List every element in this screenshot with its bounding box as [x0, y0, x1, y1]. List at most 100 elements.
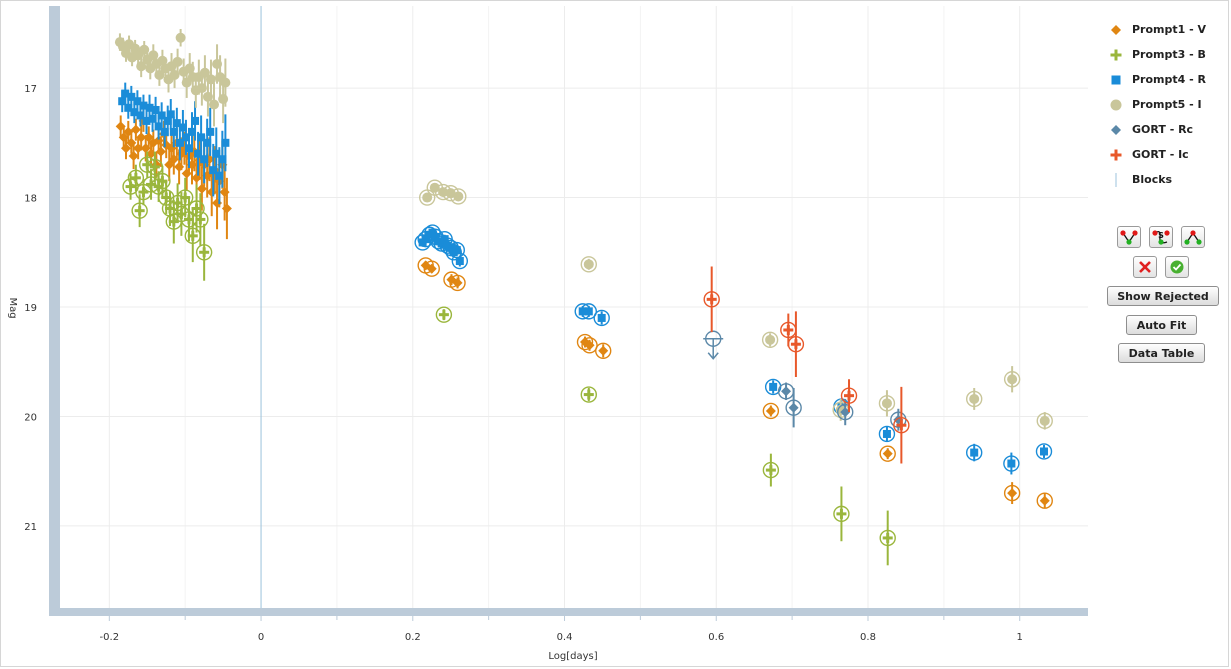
red-x-icon[interactable]	[1133, 256, 1157, 278]
data-marker	[221, 138, 230, 147]
data-marker	[139, 101, 148, 110]
point-ring	[1035, 443, 1053, 460]
point-ring	[878, 395, 896, 412]
data-point	[143, 126, 154, 149]
data-marker	[598, 345, 609, 356]
data-point	[136, 55, 147, 78]
data-marker	[187, 234, 198, 238]
data-point	[176, 177, 194, 218]
series-prompt3-b	[122, 151, 896, 566]
data-marker	[157, 179, 168, 183]
data-marker	[583, 393, 594, 397]
data-marker	[426, 263, 437, 274]
legend-item-blocks[interactable]: Blocks	[1104, 168, 1224, 193]
data-marker	[969, 393, 980, 404]
data-marker	[844, 394, 855, 398]
data-point	[703, 266, 720, 333]
data-point	[580, 303, 597, 320]
legend-item-prompt1-v[interactable]: Prompt1 - V	[1104, 18, 1224, 43]
data-point	[787, 311, 805, 378]
upper-limit	[703, 330, 724, 360]
series-prompt5-i	[114, 28, 1053, 430]
point-ring	[580, 386, 597, 403]
data-marker	[169, 127, 178, 136]
legend-item-gort-ic[interactable]: GORT - Ic	[1104, 143, 1224, 168]
data-marker	[154, 122, 163, 131]
data-marker	[765, 405, 776, 416]
legend-item-prompt5-i[interactable]: Prompt5 - I	[1104, 93, 1224, 118]
legend-label: Prompt3 - B	[1132, 48, 1206, 61]
data-point	[879, 445, 896, 462]
data-point	[175, 28, 186, 47]
limit-arrow	[707, 352, 719, 360]
point-ring	[879, 529, 896, 547]
data-point	[209, 82, 220, 127]
point-ring	[435, 306, 453, 323]
point-ring	[833, 505, 850, 523]
plus-icon	[1110, 149, 1122, 161]
data-point	[192, 193, 209, 246]
green-check-icon[interactable]	[1165, 256, 1189, 278]
point-ring	[176, 189, 194, 206]
data-point	[762, 402, 780, 420]
data-marker	[157, 111, 166, 120]
show-rejected-button[interactable]: Show Rejected	[1107, 286, 1219, 306]
data-point	[199, 55, 210, 91]
data-point	[435, 306, 453, 323]
data-marker	[154, 69, 165, 80]
data-point	[127, 85, 136, 108]
data-marker	[429, 182, 440, 193]
data-marker	[706, 297, 717, 301]
data-point	[840, 379, 858, 413]
data-marker	[138, 190, 149, 194]
y-tick-label: 21	[24, 522, 37, 533]
data-point	[777, 382, 795, 401]
y-axis-label: Mag	[7, 297, 18, 318]
svg-text:S: S	[1158, 231, 1164, 240]
data-marker	[840, 407, 851, 418]
data-marker	[130, 176, 141, 180]
point-ring	[1003, 484, 1021, 502]
data-marker	[882, 448, 893, 459]
data-marker	[183, 217, 194, 221]
data-marker	[421, 235, 430, 244]
axes	[49, 6, 1088, 616]
data-point	[893, 386, 910, 464]
auto-fit-button[interactable]: Auto Fit	[1126, 315, 1197, 335]
data-marker	[422, 192, 433, 203]
point-ring	[1003, 455, 1020, 472]
legend-item-prompt4-r[interactable]: Prompt4 - R	[1104, 68, 1224, 93]
legend-item-prompt3-b[interactable]: Prompt3 - B	[1104, 43, 1224, 68]
legend-item-gort-rc[interactable]: GORT - Rc	[1104, 118, 1224, 143]
point-ring	[1036, 492, 1053, 509]
data-point	[965, 387, 983, 410]
point-ring	[580, 303, 597, 320]
rise-decay-icon[interactable]	[1181, 226, 1205, 248]
data-marker	[446, 243, 455, 252]
point-ring	[879, 445, 896, 462]
x-tick-label: 0.8	[860, 632, 876, 643]
point-ring	[893, 417, 910, 434]
x-tick-label: 0.2	[405, 632, 421, 643]
data-marker	[175, 138, 184, 147]
point-ring	[439, 237, 456, 254]
point-ring	[127, 169, 145, 187]
data-marker	[199, 67, 210, 78]
data-marker	[452, 246, 461, 255]
data-marker	[180, 196, 191, 200]
smoothly-broken-icon[interactable]: S	[1149, 226, 1173, 248]
data-marker	[452, 277, 463, 288]
data-marker	[124, 103, 133, 112]
data-marker	[215, 171, 224, 180]
data-table-button[interactable]: Data Table	[1118, 343, 1205, 363]
data-marker	[136, 61, 147, 72]
data-point	[205, 59, 216, 100]
legend-label: GORT - Rc	[1132, 123, 1194, 136]
data-point	[580, 256, 597, 273]
data-marker	[130, 124, 141, 135]
data-marker	[155, 146, 166, 157]
data-marker	[172, 201, 183, 205]
x-tick-label: 0.4	[557, 632, 573, 643]
data-marker	[161, 196, 172, 200]
broken-power-law-icon[interactable]	[1117, 226, 1141, 248]
